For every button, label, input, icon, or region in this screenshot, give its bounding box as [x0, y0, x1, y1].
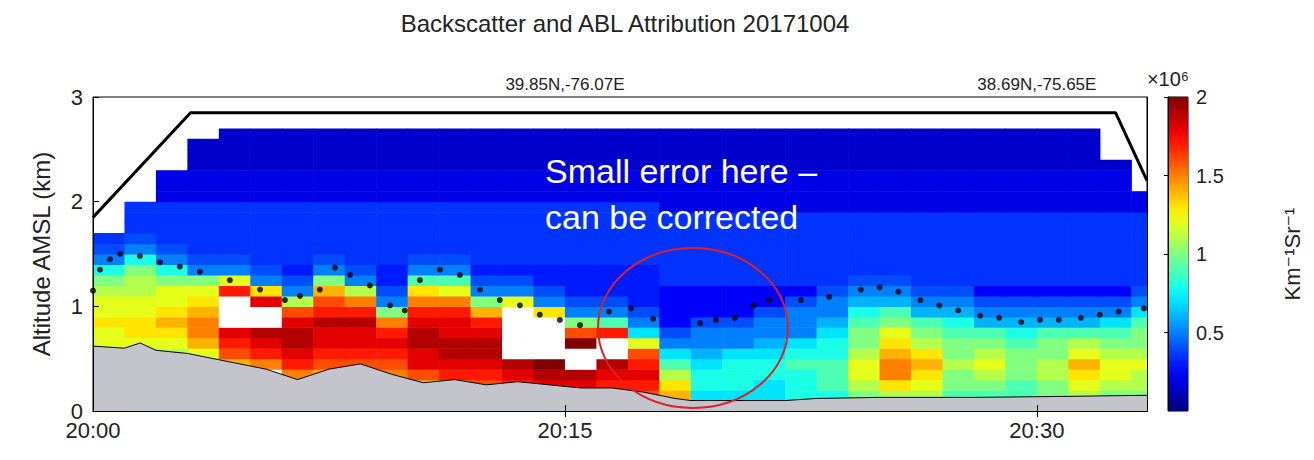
svg-text:0: 0	[70, 398, 83, 424]
svg-text:×10⁶: ×10⁶	[1147, 68, 1189, 90]
svg-text:39.85N,-76.07E: 39.85N,-76.07E	[505, 75, 624, 94]
svg-text:1: 1	[71, 294, 83, 319]
svg-text:1.5: 1.5	[1196, 165, 1224, 187]
svg-text:3: 3	[71, 85, 83, 110]
svg-text:2: 2	[1196, 86, 1207, 108]
svg-text:Small error here –: Small error here –	[545, 152, 827, 190]
svg-text:0.5: 0.5	[1196, 322, 1224, 344]
svg-text:20:15: 20:15	[537, 418, 592, 443]
svg-text:20:00: 20:00	[65, 418, 120, 443]
svg-text:38.69N,-75.65E: 38.69N,-75.65E	[977, 75, 1096, 94]
svg-text:1: 1	[1196, 243, 1207, 265]
svg-text:2: 2	[71, 189, 83, 214]
svg-text:20:30: 20:30	[1009, 418, 1064, 443]
svg-text:Km⁻¹Sr⁻¹: Km⁻¹Sr⁻¹	[1280, 208, 1305, 301]
svg-text:Backscatter and ABL Attributio: Backscatter and ABL Attribution 20171004	[401, 10, 850, 37]
svg-text:Altitude AMSL (km): Altitude AMSL (km)	[28, 152, 55, 357]
svg-text:can be corrected: can be corrected	[545, 198, 798, 236]
